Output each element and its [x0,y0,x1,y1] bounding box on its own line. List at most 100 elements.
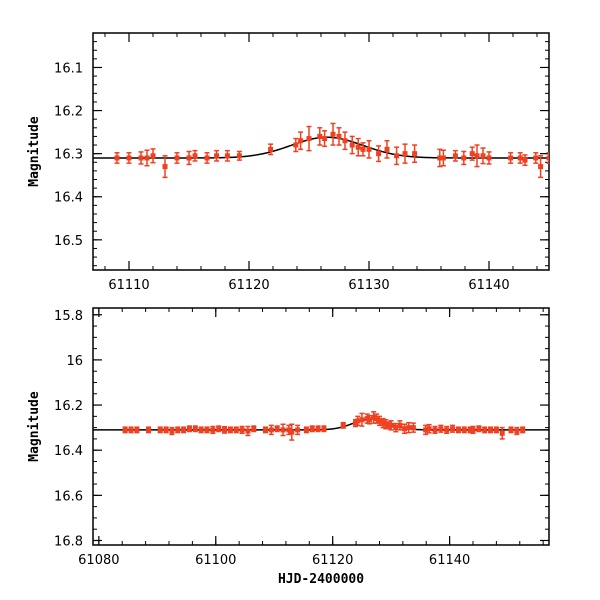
data-point [336,133,342,139]
data-point [298,138,304,144]
data-point [366,146,372,152]
data-point [467,427,473,433]
y-tick-label: 16.2 [54,399,83,414]
data-point [245,428,251,434]
data-point [444,427,450,433]
data-point [455,427,461,433]
data-point [508,427,514,433]
data-point [204,155,210,161]
x-tick-label: 61120 [228,278,269,293]
y-tick-label: 16 [66,354,83,369]
data-point [134,427,140,433]
data-point [268,427,274,433]
data-point [216,426,222,432]
data-point [126,155,132,161]
data-point [128,427,134,433]
data-point [289,429,295,435]
y-tick-label: 16.4 [54,444,83,459]
data-point [274,426,280,432]
data-point [227,427,233,433]
data-point [192,426,198,432]
plot-frame [92,32,550,271]
data-point [470,427,476,433]
data-point [546,155,549,161]
data-point [224,153,230,159]
data-point [293,142,299,148]
y-tick-label: 16.2 [54,105,83,120]
data-point [317,133,323,139]
data-point [175,427,181,433]
data-point [374,416,380,422]
data-point [402,151,408,157]
data-point [157,427,163,433]
data-point [476,426,482,432]
y-axis-title: Magnitude [27,116,42,187]
data-point [394,153,400,159]
data-point [402,426,408,432]
x-axis-title: HJD-2400000 [278,572,364,587]
data-point [340,422,346,428]
data-point [380,420,386,426]
x-tick-label: 61140 [429,553,470,568]
data-point [384,146,390,152]
plot-frame [92,307,550,546]
data-point [268,146,274,152]
data-point [169,428,175,434]
data-point [192,153,198,159]
data-point [162,164,168,170]
data-point [355,144,361,150]
data-point [533,155,539,161]
data-point [397,422,403,428]
data-point [482,427,488,433]
x-tick-label: 61100 [195,553,236,568]
data-point [406,425,412,431]
data-point [520,427,526,433]
data-point [210,427,216,433]
data-point [222,427,228,433]
data-point [376,151,382,157]
data-point [410,425,416,431]
y-axis-title: Magnitude [27,391,42,462]
data-point [114,155,120,161]
data-point [122,427,128,433]
data-point [522,157,528,163]
data-point [306,136,312,142]
data-point [309,426,315,432]
y-tick-label: 16.3 [54,148,83,163]
data-point [371,414,377,420]
data-point [349,142,355,148]
data-point [517,155,523,161]
data-point [438,426,444,432]
data-point [493,427,499,433]
data-point [388,422,394,428]
data-point [186,426,192,432]
y-tick-label: 16.8 [54,534,83,549]
data-point [367,417,373,423]
data-point [499,430,505,436]
data-point [295,427,301,433]
y-tick-label: 16.4 [54,191,83,206]
data-point [280,427,286,433]
bottom-light-curve-panel: 61080 61100 61120 61140 15.8 16 16.2 16.4 16.6 16… [27,307,550,587]
data-point [355,418,361,424]
data-point [488,427,494,433]
data-point [146,427,152,433]
data-point [198,427,204,433]
data-point [233,427,239,433]
data-point [385,422,391,428]
data-point [423,427,429,433]
top-light-curve-panel: 61110 61120 61130 61140 16.1 16.2 16.3 16.4 16.5… [27,32,550,293]
data-layer [93,411,549,441]
data-point [174,155,180,161]
data-point [461,155,467,161]
y-tick-label: 16.6 [54,489,83,504]
x-tick-label: 61130 [348,278,389,293]
x-tick-label: 61110 [108,278,149,293]
data-point [393,425,399,431]
data-point [236,153,242,159]
x-tick-label: 61080 [78,553,119,568]
data-point [461,427,467,433]
data-point [342,138,348,144]
data-point [239,427,245,433]
data-point [286,427,292,433]
